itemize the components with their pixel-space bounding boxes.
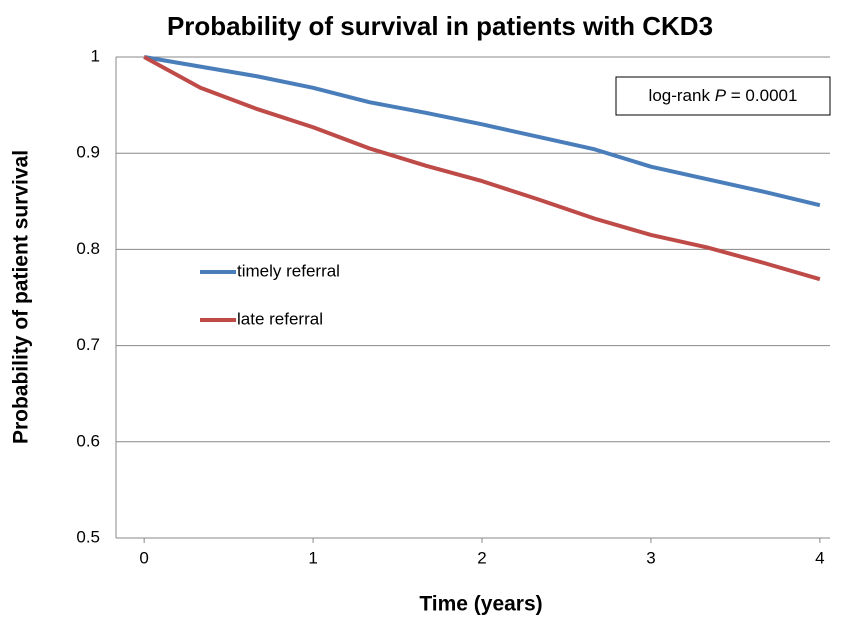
x-tick-label: 0: [139, 548, 148, 567]
annotation-prefix: log-rank: [649, 86, 711, 105]
x-tick-label: 1: [308, 548, 317, 567]
annotation-rest: = 0.0001: [731, 86, 798, 105]
y-tick-label: 0.8: [76, 239, 100, 258]
y-tick-label: 0.9: [76, 143, 100, 162]
chart-title: Probability of survival in patients with…: [167, 11, 713, 41]
y-axis-label: Probability of patient survival: [10, 150, 33, 444]
annotation-variable: P: [715, 86, 727, 105]
annotation: log-rank P = 0.0001: [649, 86, 798, 105]
x-tick-label: 3: [646, 548, 655, 567]
x-tick-label: 4: [815, 548, 824, 567]
series-line: [143, 55, 821, 208]
y-tick-label: 0.7: [76, 335, 100, 354]
x-axis-label: Time (years): [419, 593, 542, 616]
legend-label: late referral: [237, 309, 323, 328]
y-tick-label: 0.6: [76, 431, 100, 450]
annotation-box: [615, 76, 831, 116]
y-tick-label: 0.5: [76, 527, 100, 546]
series-line: [143, 55, 821, 282]
x-tick-label: 2: [477, 548, 486, 567]
legend-label: timely referral: [237, 261, 340, 280]
y-tick-label: 1: [91, 46, 100, 65]
